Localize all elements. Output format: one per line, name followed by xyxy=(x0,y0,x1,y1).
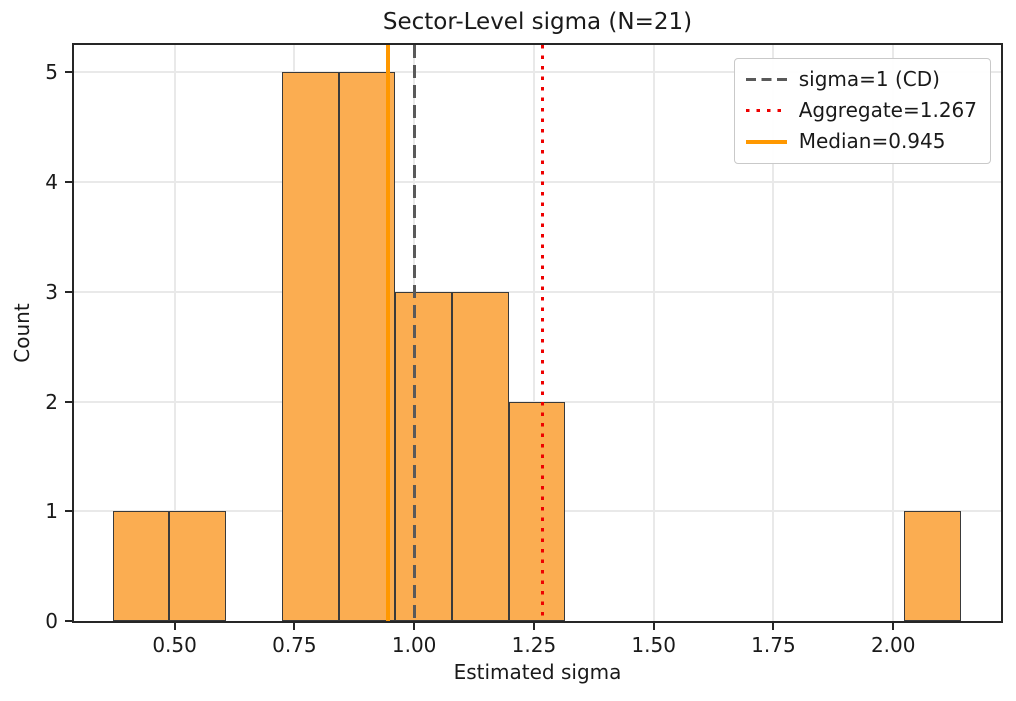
x-tick-label: 1.00 xyxy=(391,633,437,657)
histogram-bar xyxy=(508,401,566,621)
gridline-horizontal xyxy=(74,400,1001,403)
legend-dashed-line-sample xyxy=(745,78,787,81)
x-tick-mark xyxy=(892,623,895,630)
x-tick-label: 0.75 xyxy=(272,633,317,657)
gridline-vertical xyxy=(652,45,655,621)
y-tick-mark xyxy=(65,71,72,74)
gridline-vertical xyxy=(892,45,895,621)
legend-dotted-line-sample xyxy=(745,108,787,113)
legend-entry-median: Median=0.945 xyxy=(745,129,977,153)
histogram-bar xyxy=(169,511,226,621)
y-tick-label: 4 xyxy=(45,170,58,195)
gridline-horizontal xyxy=(74,181,1001,184)
legend-entry-sigma1: sigma=1 (CD) xyxy=(745,67,977,91)
gridline-vertical xyxy=(772,45,775,621)
x-tick-label: 1.75 xyxy=(751,633,796,657)
histogram-bar xyxy=(904,511,961,621)
x-tick-mark xyxy=(532,623,535,630)
chart-title: Sector-Level sigma (N=21) xyxy=(382,9,693,35)
x-tick-label: 2.00 xyxy=(870,633,916,657)
y-tick-mark xyxy=(65,290,72,293)
gridline-horizontal xyxy=(74,71,1001,74)
y-tick-mark xyxy=(65,620,72,622)
legend-label-sigma1: sigma=1 (CD) xyxy=(798,67,940,91)
legend-label-aggregate: Aggregate=1.267 xyxy=(798,98,977,122)
histogram-bar xyxy=(112,511,170,621)
histogram-bar xyxy=(451,291,509,621)
x-tick-label: 0.50 xyxy=(152,633,197,657)
legend: sigma=1 (CD) Aggregate=1.267 Median=0.94… xyxy=(733,58,991,164)
legend-solid-line-sample xyxy=(745,139,787,144)
legend-entry-aggregate: Aggregate=1.267 xyxy=(745,98,977,122)
y-tick-label: 3 xyxy=(45,279,58,304)
x-tick-label: 1.50 xyxy=(631,633,676,657)
reference-line-solid xyxy=(385,45,390,621)
gridline-vertical xyxy=(173,45,176,621)
x-axis-label: Estimated sigma xyxy=(453,660,622,684)
reference-line-dashed xyxy=(412,45,416,621)
plot-area: sigma=1 (CD) Aggregate=1.267 Median=0.94… xyxy=(72,43,1003,623)
y-axis-label: Count xyxy=(10,303,34,363)
x-tick-mark xyxy=(173,623,176,630)
x-tick-label: 1.25 xyxy=(511,633,557,657)
y-tick-label: 1 xyxy=(45,499,58,524)
y-tick-label: 2 xyxy=(45,389,58,414)
legend-label-median: Median=0.945 xyxy=(798,129,946,153)
y-tick-mark xyxy=(65,400,72,403)
x-tick-mark xyxy=(652,623,655,630)
reference-line-dotted xyxy=(540,45,544,621)
y-tick-label: 0 xyxy=(45,609,58,633)
y-tick-mark xyxy=(65,510,72,513)
gridline-horizontal xyxy=(74,290,1001,293)
y-tick-mark xyxy=(65,181,72,184)
histogram-bar xyxy=(395,291,452,621)
x-tick-mark xyxy=(413,623,416,630)
histogram-bar xyxy=(282,72,339,621)
y-tick-label: 5 xyxy=(45,60,58,85)
x-tick-mark xyxy=(293,623,296,630)
gridline-vertical xyxy=(532,45,535,621)
x-tick-mark xyxy=(772,623,775,630)
